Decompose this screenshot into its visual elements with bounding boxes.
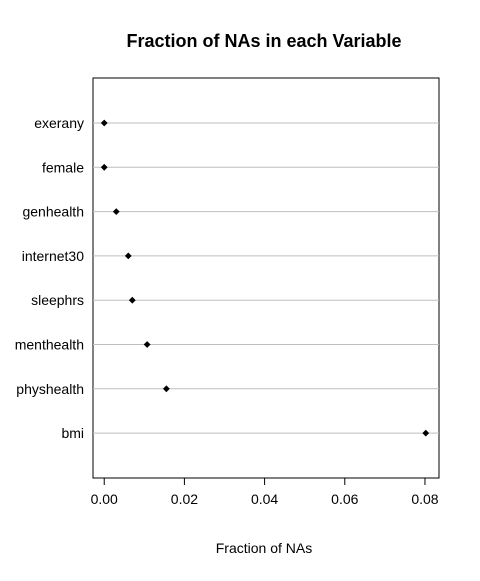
- data-point-genhealth: [112, 208, 120, 215]
- data-point-sleephrs: [128, 296, 136, 304]
- data-points: [100, 119, 430, 437]
- data-point-female: [100, 163, 108, 171]
- data-point-exerany: [100, 119, 108, 127]
- data-point-internet30: [124, 252, 132, 260]
- x-tick-label: 0.04: [251, 491, 278, 507]
- category-label-exerany: exerany: [34, 115, 84, 131]
- x-tick-label: 0.06: [331, 491, 358, 507]
- category-label-sleephrs: sleephrs: [31, 292, 84, 308]
- category-label-genhealth: genhealth: [22, 204, 84, 220]
- gridlines: [93, 122, 439, 434]
- x-tick-label: 0.08: [411, 491, 438, 507]
- category-label-female: female: [42, 159, 84, 175]
- x-axis-label: Fraction of NAs: [216, 540, 312, 556]
- x-tick-label: 0.02: [171, 491, 198, 507]
- x-axis: 0.00 0.02 0.04 0.06 0.08: [91, 477, 439, 507]
- chart-title: Fraction of NAs in each Variable: [126, 31, 401, 51]
- plot-frame: [92, 77, 440, 479]
- data-point-bmi: [422, 429, 430, 437]
- category-label-physhealth: physhealth: [16, 381, 84, 397]
- data-point-physhealth: [162, 385, 170, 393]
- x-tick-label: 0.00: [91, 491, 118, 507]
- category-labels: exerany female genhealth internet30 sleephrs…: [15, 115, 84, 441]
- data-point-menthealth: [143, 341, 151, 348]
- category-label-menthealth: menthealth: [15, 337, 84, 353]
- category-label-internet30: internet30: [22, 248, 84, 264]
- category-label-bmi: bmi: [61, 425, 84, 441]
